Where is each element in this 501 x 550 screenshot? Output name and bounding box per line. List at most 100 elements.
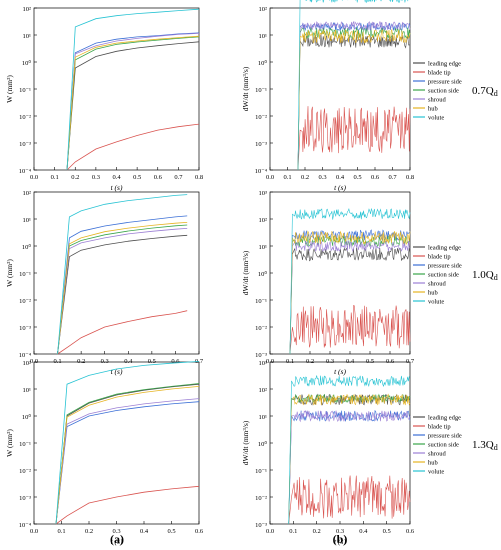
series-line-volute bbox=[55, 361, 200, 525]
legend-label-blade-tip: blade tip bbox=[428, 70, 451, 77]
series-line-shroud bbox=[55, 398, 200, 525]
rate-ytick-label: 10¹ bbox=[259, 33, 268, 40]
series-line-blade-tip bbox=[297, 106, 411, 171]
cum-xtick-label: 0.1 bbox=[57, 528, 65, 535]
series-line-hub bbox=[297, 28, 411, 171]
rate-ytick-label: 10³ bbox=[259, 360, 268, 367]
rate-xtick-label: 0.7 bbox=[406, 358, 415, 365]
rate-xlabel: t (s) bbox=[334, 367, 346, 376]
caption-b: (b) bbox=[333, 532, 348, 546]
rate-xlabel: t (s) bbox=[334, 537, 346, 546]
series-line-blade-tip bbox=[289, 305, 411, 355]
cum-ytick-label: 10⁻² bbox=[19, 114, 31, 121]
legend-label-pressure-side: pressure side bbox=[428, 433, 462, 440]
condition-main: 1.0Q bbox=[472, 269, 494, 281]
rate-xtick-label: 0.6 bbox=[371, 174, 380, 181]
series-line-leading-edge bbox=[297, 34, 411, 171]
legend-label-blade-tip: blade tip bbox=[428, 424, 451, 431]
series-line-hub bbox=[66, 35, 200, 171]
cum-xtick-label: 0.0 bbox=[30, 174, 38, 181]
rate-ytick-label: 10² bbox=[259, 387, 268, 394]
rate-xtick-label: 0.3 bbox=[336, 528, 344, 535]
rate-xtick-label: 0.5 bbox=[383, 528, 391, 535]
rate-ytick-label: 10⁰ bbox=[258, 59, 268, 67]
cum-xtick-label: 0.4 bbox=[140, 528, 149, 535]
rate-ytick-label: 10⁻³ bbox=[255, 352, 267, 359]
rate-xtick-label: 0.0 bbox=[266, 358, 274, 365]
cum-ytick-label: 10⁻¹ bbox=[19, 87, 31, 94]
cum-ylabel: W (mm³) bbox=[5, 429, 14, 457]
legend-label-volute: volute bbox=[428, 299, 444, 306]
cumulative-panel-0: 10² 10¹ 10⁰ 10⁻¹ 10⁻² 10⁻³ 10⁻⁴0.0 0.1 0.2 0.3 0.4… bbox=[5, 6, 203, 192]
series-line-pressure-side bbox=[57, 215, 188, 355]
rate-xtick-label: 0.6 bbox=[406, 528, 415, 535]
cum-xtick-label: 0.6 bbox=[171, 358, 180, 365]
series-line-pressure-side bbox=[55, 401, 200, 525]
condition-label: 0.7Qd bbox=[472, 85, 498, 98]
series-line-shroud bbox=[289, 239, 411, 355]
rate-xtick-label: 0.0 bbox=[266, 174, 274, 181]
series-line-suction-side bbox=[297, 26, 411, 171]
series-line-leading-edge bbox=[57, 234, 188, 355]
cum-xtick-label: 0.6 bbox=[154, 174, 163, 181]
series-line-shroud bbox=[57, 228, 188, 355]
cum-ytick-label: 10² bbox=[23, 190, 32, 197]
series-line-blade-tip bbox=[288, 475, 411, 525]
rate-ytick-label: 10⁻¹ bbox=[255, 468, 267, 475]
rate-xtick-label: 0.5 bbox=[366, 358, 374, 365]
series-line-volute bbox=[289, 207, 411, 355]
rate-ytick-label: 10⁰ bbox=[258, 270, 268, 278]
series-line-pressure-side bbox=[66, 32, 200, 171]
rate-xtick-label: 0.2 bbox=[301, 174, 309, 181]
legend-label-leading-edge: leading edge bbox=[428, 245, 461, 252]
legend-label-blade-tip: blade tip bbox=[428, 254, 451, 261]
series-line-blade-tip bbox=[57, 310, 188, 355]
cum-ytick-label: 10⁻⁴ bbox=[19, 168, 32, 175]
condition-label: 1.3Qd bbox=[472, 439, 498, 452]
condition-sub: d bbox=[494, 89, 498, 98]
legend-label-pressure-side: pressure side bbox=[428, 79, 462, 86]
series-line-suction-side bbox=[66, 36, 200, 171]
rate-ylabel: dW/dt (mm³/s) bbox=[241, 420, 250, 465]
series-line-shroud bbox=[66, 33, 200, 171]
legend-label-suction-side: suction side bbox=[428, 88, 459, 95]
cum-ytick-label: 10¹ bbox=[23, 217, 32, 224]
series-line-volute bbox=[297, 0, 410, 171]
series-line-suction-side bbox=[55, 383, 200, 525]
legend-label-hub: hub bbox=[428, 460, 438, 467]
rate-xtick-label: 0.1 bbox=[289, 528, 297, 535]
rate-ytick-label: 10¹ bbox=[259, 414, 268, 421]
rate-ytick-label: 10⁻³ bbox=[255, 141, 267, 148]
cum-ytick-label: 10¹ bbox=[23, 387, 32, 394]
condition-main: 1.3Q bbox=[472, 439, 494, 451]
rate-ylabel: dW/dt (mm³/s) bbox=[241, 250, 250, 295]
series-line-pressure-side bbox=[288, 409, 411, 525]
condition-sub: d bbox=[494, 443, 498, 452]
series-line-hub bbox=[55, 386, 200, 525]
legend: leading edge blade tip pressure side suctio… bbox=[413, 245, 462, 306]
cumulative-panel-1: 10² 10¹ 10⁰ 10⁻¹ 10⁻² 10⁻³ 10⁻⁴0.0 0.1 0.2 0.3 0.4… bbox=[5, 190, 204, 376]
series-line-hub bbox=[57, 222, 188, 355]
rate-ytick-label: 10⁻² bbox=[255, 114, 267, 121]
legend-label-leading-edge: leading edge bbox=[428, 61, 461, 68]
legend-label-shroud: shroud bbox=[428, 451, 446, 458]
cum-xtick-label: 0.5 bbox=[148, 358, 156, 365]
cum-ylabel: W (mm³) bbox=[5, 75, 14, 103]
legend-label-shroud: shroud bbox=[428, 97, 446, 104]
condition-label: 1.0Qd bbox=[472, 269, 498, 282]
series-line-hub bbox=[288, 393, 411, 525]
rate-ytick-label: 10² bbox=[259, 217, 268, 224]
rate-ytick-label: 10⁻¹ bbox=[255, 298, 267, 305]
cum-ylabel: W (mm³) bbox=[5, 259, 14, 287]
cum-xtick-label: 0.7 bbox=[174, 174, 183, 181]
cum-ytick-label: 10⁻⁴ bbox=[19, 522, 32, 529]
cum-ytick-label: 10⁻¹ bbox=[19, 441, 31, 448]
cum-xtick-label: 0.4 bbox=[124, 358, 133, 365]
series-line-suction-side bbox=[57, 224, 188, 355]
cum-xtick-label: 0.4 bbox=[112, 174, 121, 181]
rate-panel-0: 10² 10¹ 10⁰ 10⁻¹ 10⁻² 10⁻³ 10⁻⁴0.0 0.1 0.2 0.3 0.4… bbox=[241, 0, 462, 192]
cum-xtick-label: 0.1 bbox=[54, 358, 62, 365]
series-line-volute bbox=[57, 194, 188, 355]
series-line-leading-edge bbox=[66, 41, 200, 171]
legend-label-leading-edge: leading edge bbox=[428, 415, 461, 422]
